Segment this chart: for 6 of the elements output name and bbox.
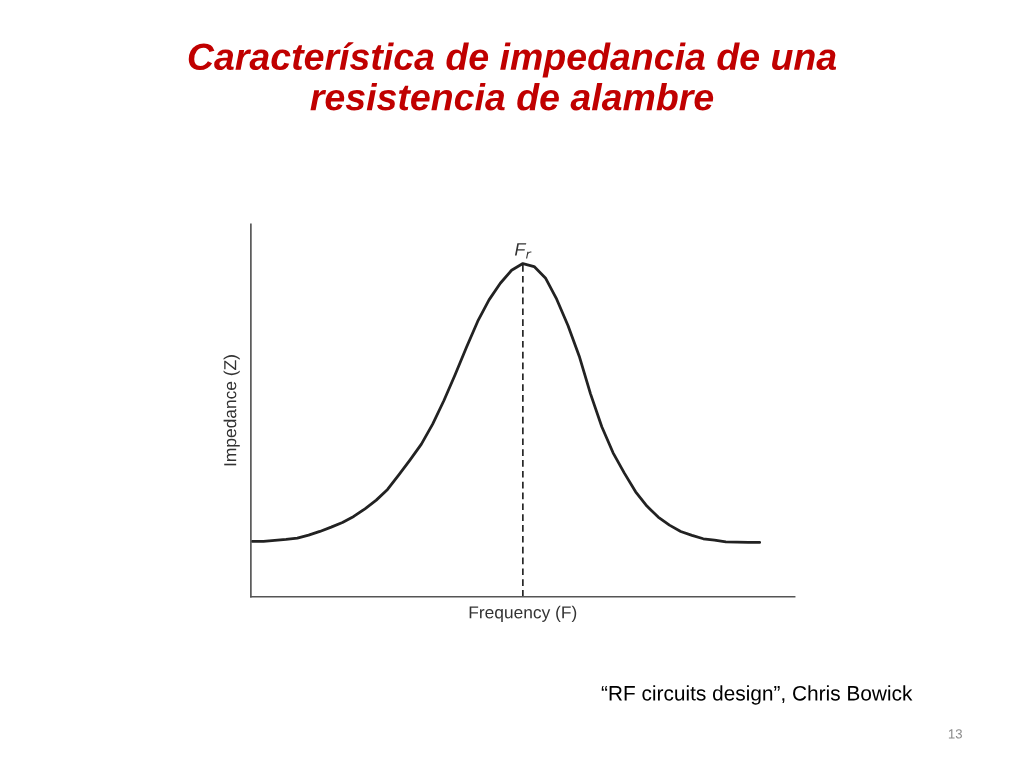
chart-title: Característica de impedancia de una resistencia de alambre (188, 42, 837, 111)
y-axis-title: Impedance (Z) (223, 355, 240, 466)
text: 13 (948, 729, 962, 739)
annotation: F$_{r}$ (514, 243, 532, 259)
text: “RF circuits design”, Chris Bowick (601, 685, 913, 705)
x-axis-title: Frequency (F) (469, 605, 577, 622)
